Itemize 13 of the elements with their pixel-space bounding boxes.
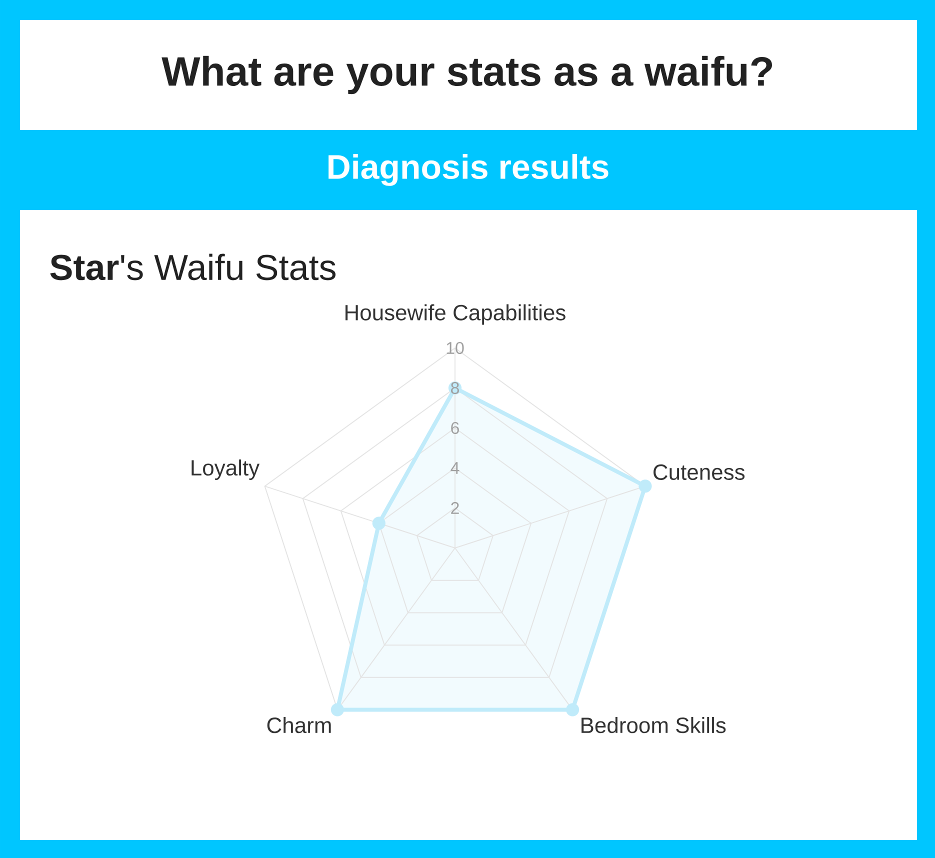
y-tick-label: 2 (451, 502, 459, 514)
y-tick-label: 6 (451, 422, 459, 434)
chart-title: What are your stats as a waifu? (162, 56, 772, 94)
spoke-label: Charm (267, 716, 331, 734)
y-tick-label: 4 (450, 462, 460, 474)
y-tick-label: 8 (451, 382, 459, 394)
spoke-label: Cuteness (654, 464, 745, 480)
spoke-label: Housewife Capabilities (346, 304, 566, 325)
y-tick-label: 10 (446, 342, 464, 354)
spoke-label: Loyalty (192, 459, 260, 480)
spoke-label: Bedroom Skills (582, 716, 726, 734)
chart-subtitle: Diagnosis results (328, 154, 608, 186)
text: Star's Waifu Stats (50, 254, 336, 280)
